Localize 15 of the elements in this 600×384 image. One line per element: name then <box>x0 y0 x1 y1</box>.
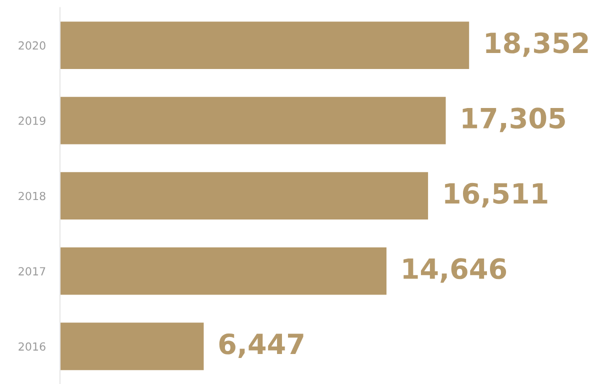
y-tick-label: 2019 <box>18 116 46 125</box>
y-tick-label: 2020 <box>18 41 46 50</box>
data-label: 16,511 <box>445 182 548 208</box>
bar <box>60 322 204 370</box>
bar <box>60 22 470 70</box>
bar <box>60 247 386 295</box>
bar <box>60 96 446 144</box>
y-tick-label: 2018 <box>18 192 46 200</box>
bar <box>60 172 428 220</box>
data-label: 14,646 <box>404 258 506 283</box>
y-tick-label: 2017 <box>18 267 46 276</box>
data-label: 18,352 <box>486 32 588 57</box>
y-tick-label: 2016 <box>18 342 46 351</box>
data-label: 17,305 <box>462 108 565 132</box>
data-label: 6,447 <box>219 333 304 358</box>
